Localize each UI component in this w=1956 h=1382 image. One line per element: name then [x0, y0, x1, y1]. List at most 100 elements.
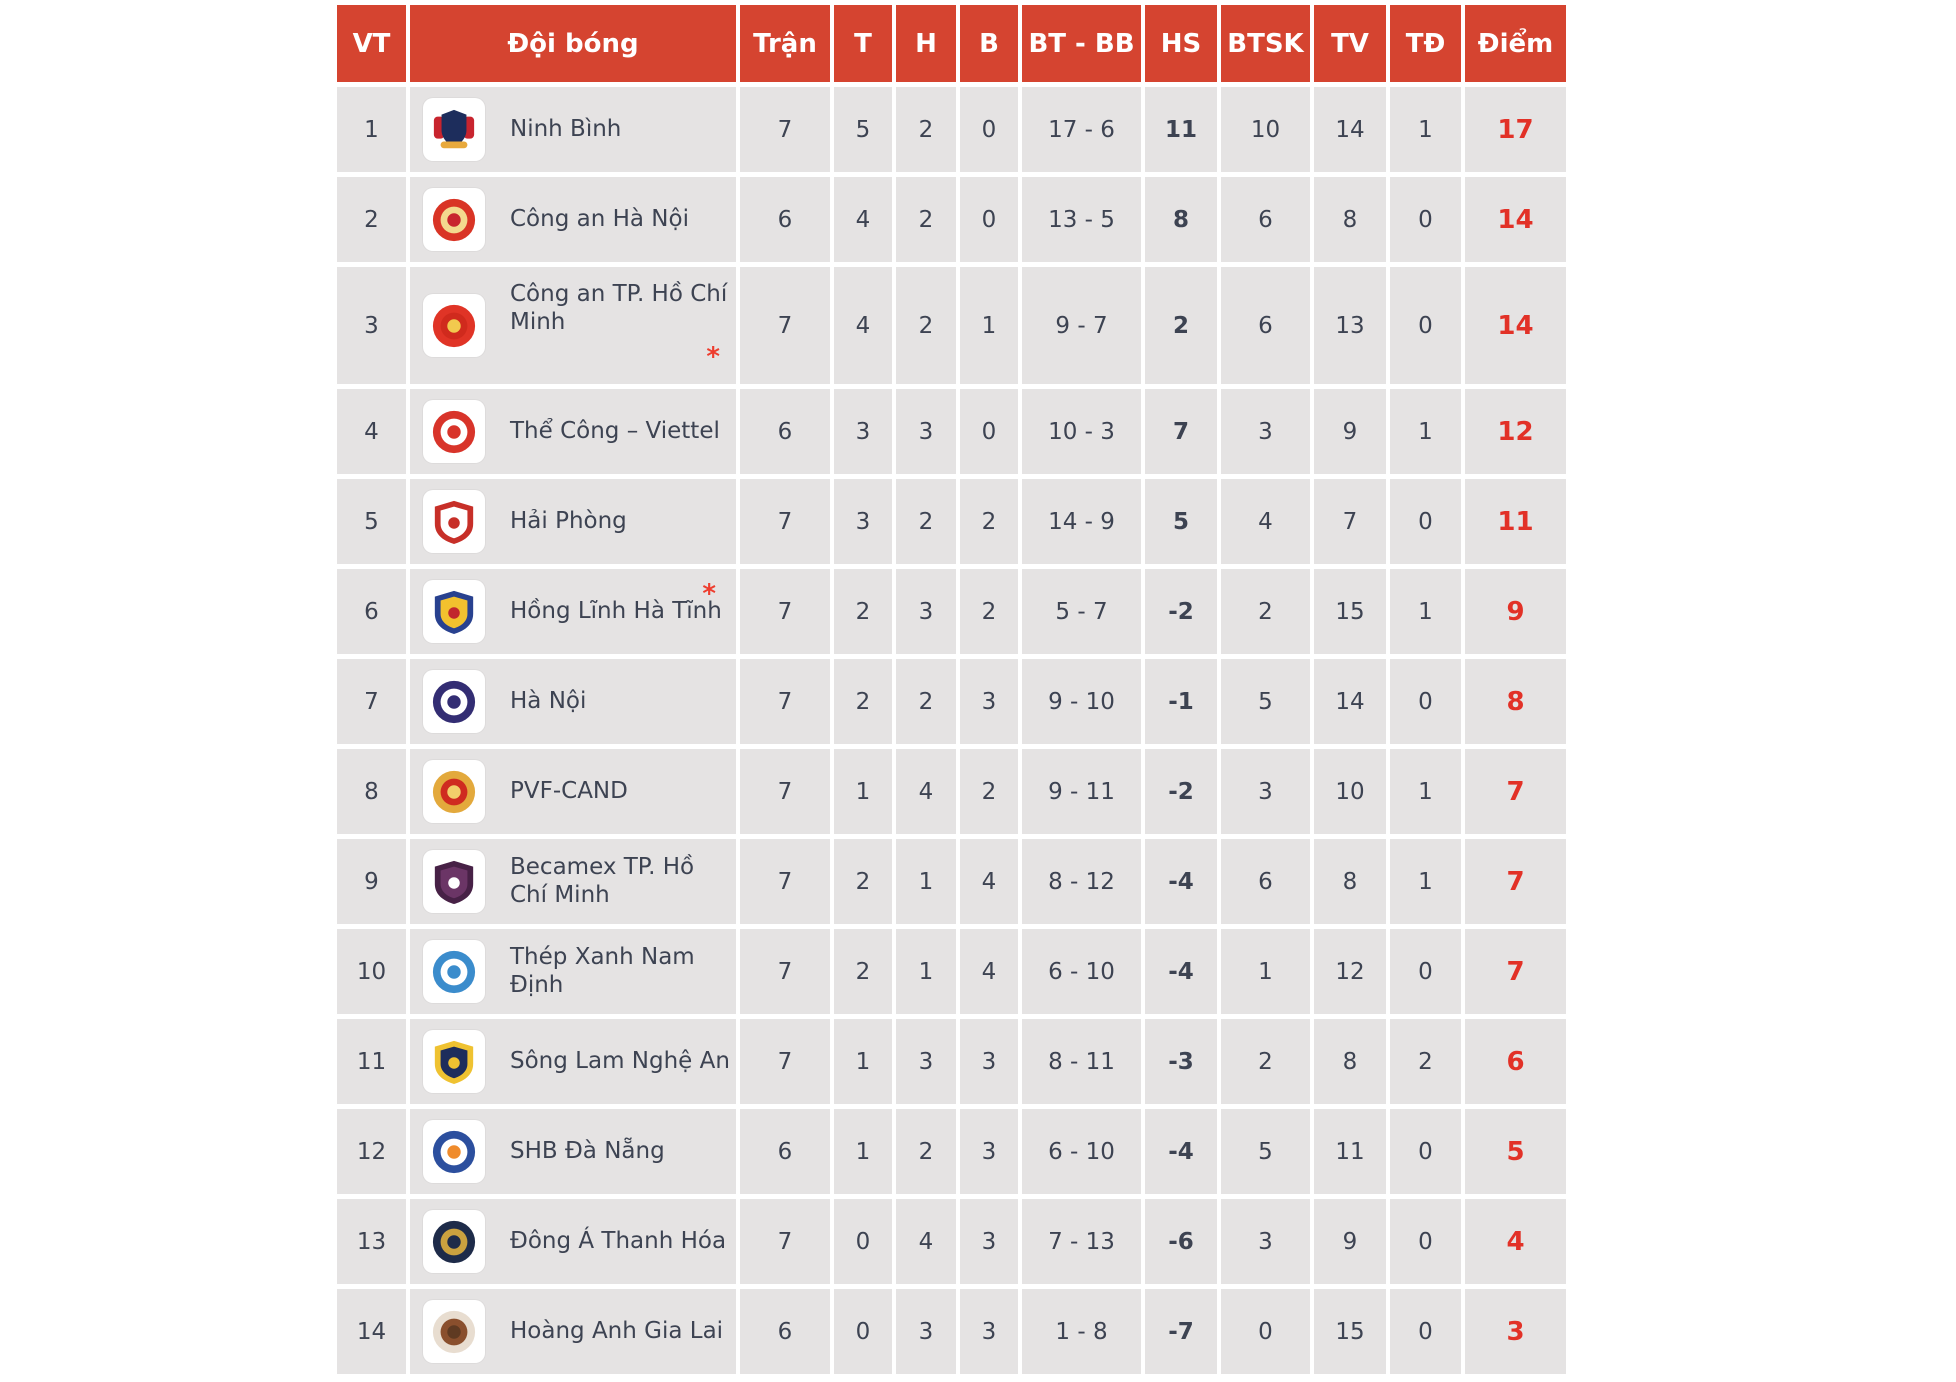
td-cell: 1	[1390, 389, 1465, 474]
team-cell[interactable]: PVF-CAND	[410, 749, 740, 834]
team-cell[interactable]: Sông Lam Nghệ An	[410, 1019, 740, 1104]
losses-cell: 4	[960, 839, 1022, 924]
team-cell[interactable]: Công an Hà Nội	[410, 177, 740, 262]
team-cell[interactable]: Đông Á Thanh Hóa	[410, 1199, 740, 1284]
goal-diff-cell: -2	[1145, 569, 1221, 654]
position-cell: 8	[337, 749, 410, 834]
column-header-points: Điểm	[1477, 28, 1554, 59]
column-header-btsk: BTSK	[1221, 5, 1314, 82]
team-cell[interactable]: Hải Phòng	[410, 479, 740, 564]
team-cell[interactable]: Công an TP. Hồ Chí Minh *	[410, 267, 740, 384]
btsk-cell: 2	[1221, 1019, 1314, 1104]
losses-cell: 2	[960, 479, 1022, 564]
wins-cell: 4	[834, 177, 896, 262]
draws-cell: 2	[896, 267, 960, 384]
goal-diff-cell: 11	[1145, 87, 1221, 172]
team-name: Hà Nội	[510, 687, 587, 714]
goal-diff-cell: -7	[1145, 1289, 1221, 1374]
position-cell: 5	[337, 479, 410, 564]
position-cell: 14	[337, 1289, 410, 1374]
goals-cell: 6 - 10	[1022, 1109, 1145, 1194]
goals-cell: 8 - 11	[1022, 1019, 1145, 1104]
played-cell: 6	[740, 1109, 834, 1194]
draws-cell: 2	[896, 1109, 960, 1194]
wins-cell: 4	[834, 267, 896, 384]
points-cell: 17	[1497, 114, 1534, 145]
team-name: PVF-CAND	[510, 777, 628, 804]
table-row: 6 Hồng Lĩnh Hà Tĩnh * 7 2 3 2 5 - 7 -2 2…	[337, 569, 1566, 659]
td-cell: 0	[1390, 177, 1465, 262]
team-cell[interactable]: Ninh Bình	[410, 87, 740, 172]
losses-cell: 3	[960, 1109, 1022, 1194]
team-cell[interactable]: Hoàng Anh Gia Lai	[410, 1289, 740, 1374]
team-name: Hoàng Anh Gia Lai	[510, 1317, 724, 1344]
team-cell[interactable]: Becamex TP. Hồ Chí Minh	[410, 839, 740, 924]
team-cell[interactable]: Thể Công – Viettel	[410, 389, 740, 474]
played-cell: 7	[740, 87, 834, 172]
tv-cell: 13	[1314, 267, 1390, 384]
becamex-tphcm-shield-icon	[423, 850, 485, 913]
points-cell: 4	[1506, 1226, 1525, 1257]
played-cell: 6	[740, 389, 834, 474]
goal-diff-cell: -4	[1145, 1109, 1221, 1194]
played-cell: 7	[740, 1199, 834, 1284]
position-cell: 4	[337, 389, 410, 474]
points-cell: 8	[1506, 686, 1525, 717]
goal-diff-cell: 7	[1145, 389, 1221, 474]
tv-cell: 8	[1314, 177, 1390, 262]
goal-diff-cell: -3	[1145, 1019, 1221, 1104]
table-row: 2 Công an Hà Nội 6 4 2 0 13 - 5 8 6 8 0 …	[337, 177, 1566, 267]
team-name: Thể Công – Viettel	[510, 417, 720, 444]
team-name: Becamex TP. Hồ Chí Minh	[510, 853, 695, 908]
draws-cell: 1	[896, 839, 960, 924]
btsk-cell: 6	[1221, 267, 1314, 384]
team-cell[interactable]: Hồng Lĩnh Hà Tĩnh *	[410, 569, 740, 654]
column-header-losses: B	[960, 5, 1022, 82]
losses-cell: 0	[960, 87, 1022, 172]
td-cell: 1	[1390, 87, 1465, 172]
draws-cell: 4	[896, 749, 960, 834]
dong-a-thanh-hoa-badge-icon	[423, 1210, 485, 1273]
goals-cell: 17 - 6	[1022, 87, 1145, 172]
table-row: 9 Becamex TP. Hồ Chí Minh 7 2 1 4 8 - 12…	[337, 839, 1566, 929]
column-header-goal-diff: HS	[1145, 5, 1221, 82]
team-name: Công an TP. Hồ Chí Minh	[510, 280, 728, 335]
draws-cell: 1	[896, 929, 960, 1014]
thep-xanh-nam-dinh-badge-icon	[423, 940, 485, 1003]
td-cell: 1	[1390, 749, 1465, 834]
ninh-binh-crest-icon	[423, 98, 485, 161]
column-header-draws: H	[896, 5, 960, 82]
draws-cell: 3	[896, 1019, 960, 1104]
tv-cell: 11	[1314, 1109, 1390, 1194]
ha-noi-badge-icon	[423, 670, 485, 733]
pvf-cand-badge-icon	[423, 760, 485, 823]
shb-da-nang-badge-icon	[423, 1120, 485, 1183]
draws-cell: 2	[896, 659, 960, 744]
column-header-team: Đội bóng	[410, 5, 740, 82]
goal-diff-cell: -2	[1145, 749, 1221, 834]
played-cell: 7	[740, 267, 834, 384]
team-cell[interactable]: Hà Nội	[410, 659, 740, 744]
table-row: 14 Hoàng Anh Gia Lai 6 0 3 3 1 - 8 -7 0 …	[337, 1289, 1566, 1379]
played-cell: 7	[740, 569, 834, 654]
played-cell: 7	[740, 749, 834, 834]
draws-cell: 4	[896, 1199, 960, 1284]
wins-cell: 2	[834, 659, 896, 744]
team-cell[interactable]: SHB Đà Nẵng	[410, 1109, 740, 1194]
column-header-goals: BT - BB	[1022, 5, 1145, 82]
losses-cell: 3	[960, 1019, 1022, 1104]
team-cell[interactable]: Thép Xanh Nam Định	[410, 929, 740, 1014]
draws-cell: 3	[896, 389, 960, 474]
td-cell: 0	[1390, 479, 1465, 564]
points-cell: 7	[1506, 866, 1525, 897]
goals-cell: 9 - 10	[1022, 659, 1145, 744]
wins-cell: 2	[834, 569, 896, 654]
btsk-cell: 1	[1221, 929, 1314, 1014]
column-header-played: Trận	[740, 5, 834, 82]
td-cell: 1	[1390, 569, 1465, 654]
btsk-cell: 6	[1221, 839, 1314, 924]
wins-cell: 3	[834, 389, 896, 474]
btsk-cell: 4	[1221, 479, 1314, 564]
table-row: 10 Thép Xanh Nam Định 7 2 1 4 6 - 10 -4 …	[337, 929, 1566, 1019]
tv-cell: 10	[1314, 749, 1390, 834]
